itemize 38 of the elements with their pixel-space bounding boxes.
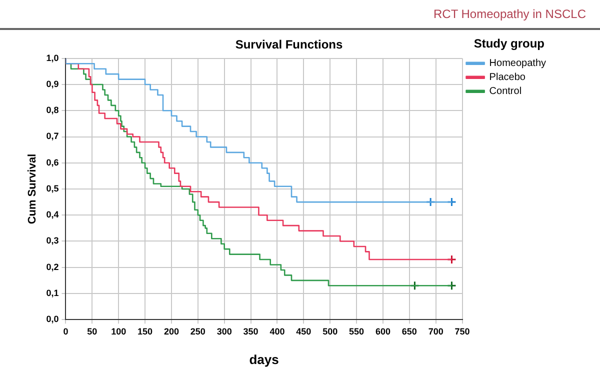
x-tick-label: 150: [138, 326, 153, 336]
x-tick-label: 300: [216, 326, 232, 336]
x-tick-label: 500: [322, 326, 338, 336]
x-tick-label: 650: [402, 326, 417, 336]
legend-title: Study group: [474, 36, 544, 50]
x-tick-label: 350: [243, 326, 258, 336]
legend-label: Control: [489, 86, 522, 98]
legend-label: Placebo: [489, 72, 526, 84]
y-tick-label: 0,3: [46, 236, 59, 246]
y-tick-label: 0,6: [46, 157, 59, 168]
x-tick-label: 250: [190, 326, 206, 336]
x-tick-label: 750: [454, 326, 470, 336]
x-tick-label: 550: [349, 326, 364, 336]
y-axis-title: Cum Survival: [26, 154, 39, 224]
x-tick-label: 0: [63, 326, 68, 336]
y-tick-label: 0,2: [46, 262, 59, 272]
y-tick-label: 0,7: [46, 131, 59, 142]
point: [446, 254, 456, 264]
x-tick-label: 50: [87, 326, 98, 336]
y-tick-label: 1,0: [46, 52, 59, 63]
x-axis-title: days: [249, 352, 279, 367]
point: [426, 197, 436, 207]
chart-title: Survival Functions: [235, 38, 343, 52]
x-tick-label: 400: [270, 326, 285, 336]
x-tick-label: 450: [296, 326, 312, 336]
y-tick-label: 0,8: [46, 105, 59, 116]
y-tick-label: 0,0: [46, 314, 59, 324]
legend-label: Homeopathy: [489, 58, 546, 70]
text: RCT Homeopathy in NSCLC: [433, 7, 586, 21]
x-tick-label: 200: [164, 326, 179, 336]
y-tick-label: 0,5: [46, 183, 59, 194]
x-tick-label: 100: [111, 326, 126, 336]
x-tick-label: 600: [375, 326, 390, 336]
y-tick-label: 0,1: [46, 288, 59, 298]
point: [446, 197, 456, 207]
y-tick-label: 0,4: [46, 210, 59, 220]
y-tick-label: 0,9: [46, 79, 59, 90]
x-tick-label: 700: [428, 326, 444, 336]
